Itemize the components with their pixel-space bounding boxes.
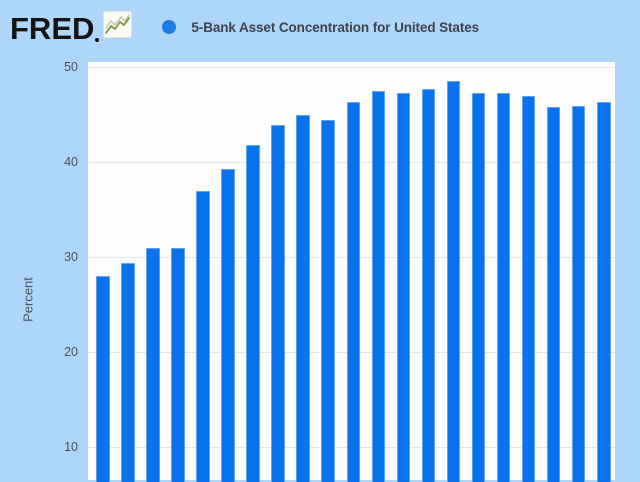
legend-item[interactable]: 5-Bank Asset Concentration for United St… [162,20,479,35]
bar[interactable] [171,248,185,482]
bar[interactable] [572,106,586,482]
bar[interactable] [121,263,135,482]
fred-logo-text: FRED [10,13,94,44]
bar[interactable] [196,191,210,482]
fred-logo-registered-dot [95,38,99,42]
bar[interactable] [296,115,310,482]
chart-header: FRED 5-Bank Asset Concentration for Unit… [0,0,640,54]
plot-area [88,62,615,480]
bar[interactable] [321,120,335,482]
fred-logo[interactable]: FRED [10,11,132,44]
bar[interactable] [96,276,110,482]
bar[interactable] [347,102,361,482]
bar[interactable] [497,93,511,482]
y-tick-label: 50 [46,59,78,75]
bar[interactable] [146,248,160,482]
y-tick-label: 10 [46,439,78,455]
bar[interactable] [271,125,285,482]
bar[interactable] [221,169,235,482]
bar[interactable] [547,107,561,482]
y-tick-label: 20 [46,344,78,360]
y-axis-title: Percent [21,260,36,340]
bar[interactable] [372,91,386,482]
legend-series-marker [162,20,176,34]
bar[interactable] [246,145,260,482]
bar[interactable] [522,96,536,482]
bar[interactable] [422,89,436,482]
gridline [88,67,615,68]
bar[interactable] [447,81,461,482]
bar[interactable] [397,93,411,482]
y-tick-label: 30 [46,249,78,265]
legend-series-label: 5-Bank Asset Concentration for United St… [191,20,479,35]
line-chart-icon [103,11,132,43]
y-tick-label: 40 [46,154,78,170]
bar[interactable] [472,93,486,482]
bar[interactable] [597,102,611,482]
